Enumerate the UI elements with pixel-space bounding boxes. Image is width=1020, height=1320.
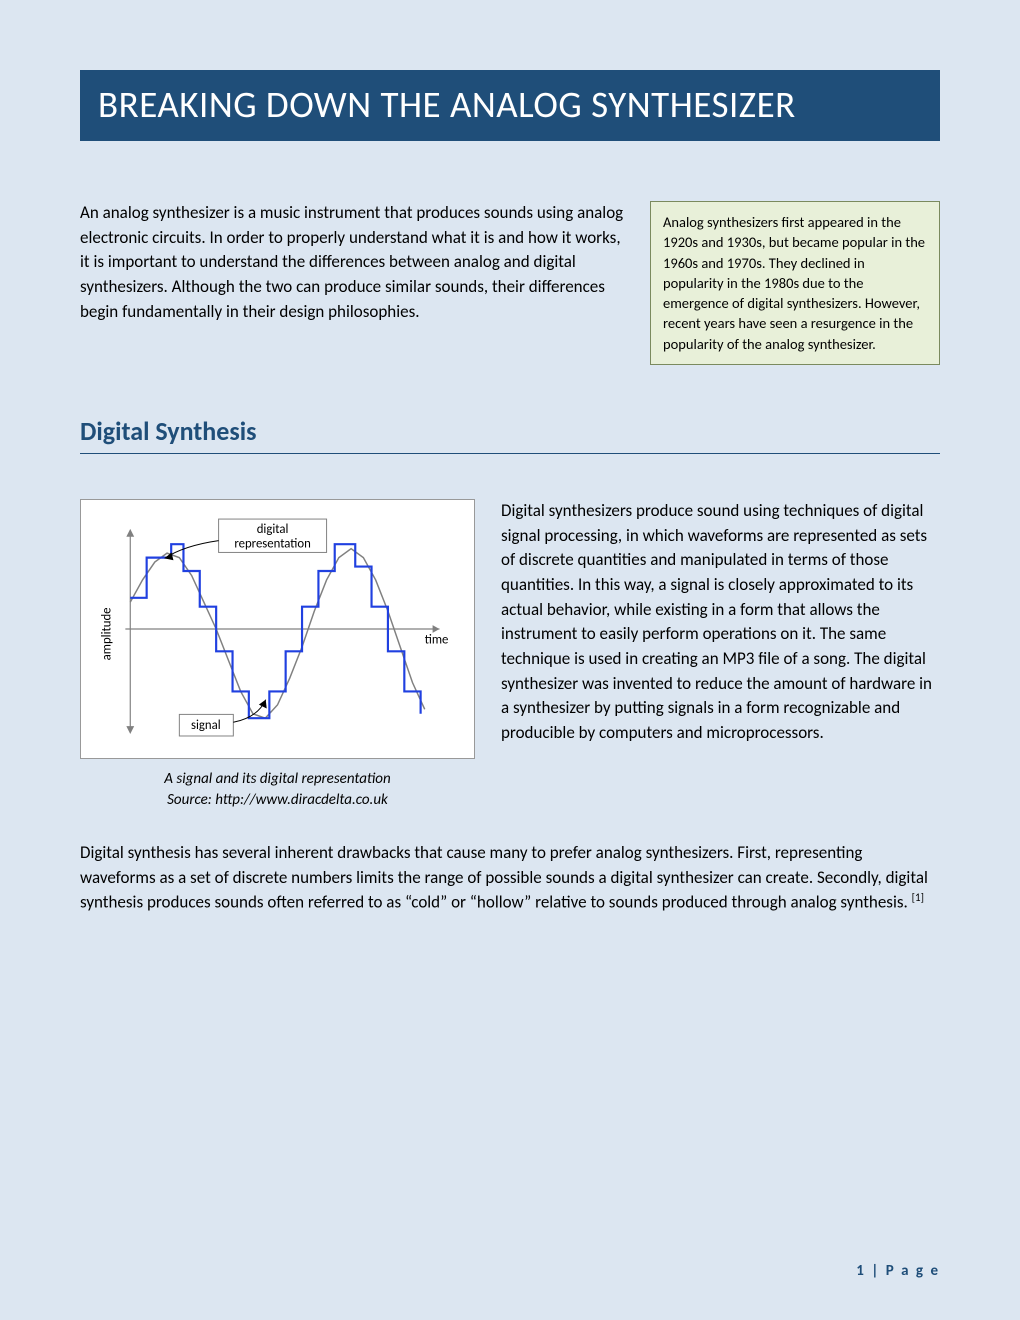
caption-line-1: A signal and its digital representation <box>164 770 390 788</box>
y-axis-arrow-up <box>126 529 134 537</box>
digital-rep-label-2: representation <box>234 537 310 552</box>
digital-rep-label-1: digital <box>257 522 289 537</box>
figure-column: digital representation signal amplitude … <box>80 499 475 811</box>
x-axis-label: time <box>425 633 449 648</box>
digital-signal-line <box>130 544 420 718</box>
signal-arrowhead <box>259 700 267 709</box>
signal-label: signal <box>191 718 221 733</box>
page-number: 1 <box>856 1262 866 1280</box>
page-label: P a g e <box>886 1262 940 1280</box>
lower-paragraph: Digital synthesis has several inherent d… <box>80 841 940 916</box>
caption-line-2: Source: http://www.diracdelta.co.uk <box>167 791 388 809</box>
side-paragraph: Digital synthesizers produce sound using… <box>501 499 940 811</box>
intro-row: An analog synthesizer is a music instrum… <box>80 201 940 365</box>
chart-svg: digital representation signal amplitude … <box>91 510 464 748</box>
intro-paragraph: An analog synthesizer is a music instrum… <box>80 201 628 365</box>
citation-marker: [1] <box>912 891 924 904</box>
page-footer: 1 | P a g e <box>856 1262 940 1280</box>
lower-para-text: Digital synthesis has several inherent d… <box>80 842 928 913</box>
figure-caption: A signal and its digital representation … <box>80 769 475 811</box>
analog-signal-line <box>130 549 424 719</box>
y-axis-label: amplitude <box>100 608 115 661</box>
section-heading: Digital Synthesis <box>80 415 940 454</box>
signal-chart: digital representation signal amplitude … <box>80 499 475 759</box>
y-axis-arrow-down <box>126 726 134 734</box>
figure-text-row: digital representation signal amplitude … <box>80 499 940 811</box>
page-title: BREAKING DOWN THE ANALOG SYNTHESIZER <box>80 70 940 141</box>
sidebar-callout: Analog synthesizers first appeared in th… <box>650 201 940 365</box>
